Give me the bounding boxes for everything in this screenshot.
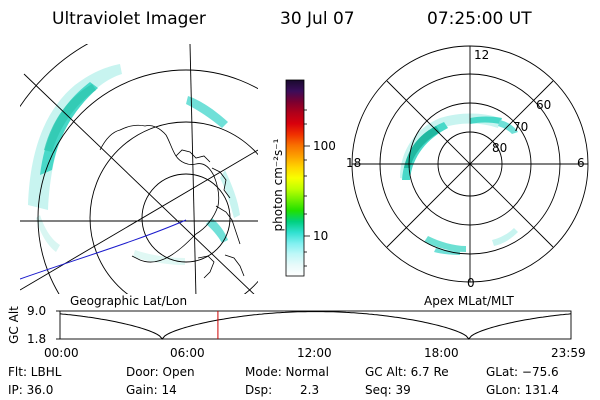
altitude-xtick-2: 12:00 bbox=[297, 346, 332, 360]
aurora-mag bbox=[400, 113, 518, 255]
mlt-label-0: 0 bbox=[467, 276, 475, 290]
altitude-ytick-top: 9.0 bbox=[27, 304, 47, 318]
altitude-ylabel: GC Alt bbox=[7, 306, 21, 344]
gain-info: Gain: 14 bbox=[126, 383, 177, 397]
colorbar-tick-10: 10 bbox=[313, 229, 329, 243]
dsp-value: 2.3 bbox=[300, 383, 320, 397]
geo-graticule bbox=[20, 44, 258, 294]
mode-info: Mode: Normal bbox=[245, 365, 329, 379]
colorbar-tick-100: 100 bbox=[313, 139, 336, 153]
altitude-curve bbox=[59, 311, 572, 340]
gc-alt-info: GC Alt: 6.7 Re bbox=[365, 365, 449, 379]
ip-info: IP: 36.0 bbox=[8, 383, 54, 397]
door-info: Door: Open bbox=[126, 365, 195, 379]
altitude-ticks bbox=[56, 310, 60, 340]
magnetic-panel bbox=[351, 45, 589, 283]
apex-caption: Apex MLat/MLT bbox=[424, 294, 514, 308]
mlat-label-60: 60 bbox=[536, 98, 552, 112]
colorbar-ticks bbox=[304, 109, 310, 267]
seq-info: Seq: 39 bbox=[365, 383, 411, 397]
glat-info: GLat: −75.6 bbox=[486, 365, 559, 379]
glon-info: GLon: 131.4 bbox=[486, 383, 559, 397]
altitude-frame bbox=[59, 310, 572, 340]
altitude-xtick-4: 23:59 bbox=[551, 346, 586, 360]
mlat-label-70: 70 bbox=[513, 120, 529, 134]
filter-info: Flt: LBHL bbox=[8, 365, 62, 379]
mlt-label-12: 12 bbox=[474, 48, 490, 62]
date-label: 30 Jul 07 bbox=[280, 9, 355, 29]
mlat-label-80: 80 bbox=[492, 141, 508, 155]
altitude-xtick-0: 00:00 bbox=[44, 346, 79, 360]
altitude-ytick-bottom: 1.8 bbox=[27, 332, 47, 346]
aurora-geo bbox=[28, 64, 240, 265]
colorbar bbox=[285, 79, 310, 277]
geographic-caption: Geographic Lat/Lon bbox=[70, 294, 188, 308]
orbit-track bbox=[20, 219, 187, 280]
coastlines bbox=[99, 124, 245, 279]
altitude-xtick-1: 06:00 bbox=[170, 346, 205, 360]
altitude-plot bbox=[56, 310, 572, 340]
mlt-label-6: 6 bbox=[577, 156, 585, 170]
time-label: 07:25:00 UT bbox=[427, 9, 532, 29]
mlt-label-18: 18 bbox=[346, 156, 362, 170]
dsp-label: Dsp: bbox=[245, 383, 273, 397]
mag-grid bbox=[351, 45, 589, 283]
geographic-panel bbox=[20, 44, 258, 294]
altitude-xtick-3: 18:00 bbox=[424, 346, 459, 360]
instrument-title: Ultraviolet Imager bbox=[52, 9, 206, 29]
colorbar-scale bbox=[285, 79, 305, 277]
colorbar-label: photon cm⁻²s⁻¹ bbox=[271, 138, 285, 232]
